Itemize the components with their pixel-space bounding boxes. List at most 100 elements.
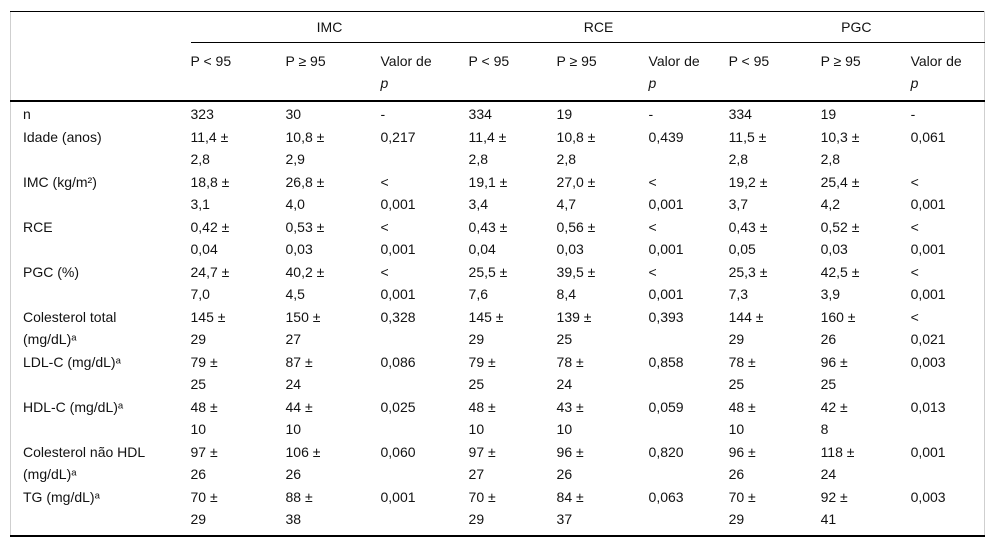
cell: < 0,001: [380, 174, 416, 212]
table-header: IMC RCE PGC P < 95 P ≥ 95 Valor de p P < …: [10, 11, 985, 102]
cell: 0,063: [648, 489, 684, 505]
cell: 0,003: [910, 489, 946, 505]
cell: 0,003: [910, 354, 946, 370]
cell: < 0,021: [910, 309, 946, 347]
row-label: n: [23, 106, 31, 122]
stats-table: IMC RCE PGC P < 95 P ≥ 95 Valor de p P < …: [10, 11, 986, 537]
cell: 25,3 ± 7,3: [728, 264, 768, 302]
cell: < 0,001: [648, 174, 684, 212]
corner-cell: [10, 11, 191, 102]
cell: 96 ± 26: [728, 444, 756, 482]
cell: 323: [190, 106, 214, 122]
cell: < 0,001: [648, 219, 684, 257]
cell: 0,060: [380, 444, 416, 460]
cell: 0,439: [648, 129, 684, 145]
subheader-p-value-line2: p: [910, 75, 919, 91]
subheader-p-value: Valor de p: [380, 42, 469, 102]
cell: 0,013: [910, 399, 946, 415]
cell: 25,5 ± 7,6: [468, 264, 508, 302]
cell: < 0,001: [648, 264, 684, 302]
subheader-p-ge-95: P ≥ 95: [556, 42, 649, 102]
cell: 0,820: [648, 444, 684, 460]
subheader-p-ge-95: P ≥ 95: [820, 42, 911, 102]
cell: 0,43 ± 0,05: [728, 219, 768, 257]
cell: 70 ± 29: [190, 489, 218, 527]
group-header-row: IMC RCE PGC: [10, 11, 985, 102]
cell: 10,8 ± 2,8: [556, 129, 596, 167]
cell: 11,5 ± 2,8: [728, 129, 767, 167]
cell: 0,52 ± 0,03: [820, 219, 860, 257]
table-row: HDL-C (mg/dL)ᵃ 48 ± 10 44 ± 10 0,025 48 ± 10…: [11, 395, 985, 440]
subheader-p-value: Valor de p: [910, 42, 985, 102]
table-row: IMC (kg/m²) 18,8 ± 3,1 26,8 ± 4,0 < 0,001 19…: [11, 170, 985, 215]
cell: 87 ± 24: [285, 354, 313, 392]
cell: 0,53 ± 0,03: [285, 219, 325, 257]
row-label: PGC (%): [23, 264, 79, 280]
table-body: n 323 30 - 334 19 - 334 19 - Idade (anos) 11,4 ± 2,…: [11, 101, 985, 536]
cell: < 0,001: [910, 219, 946, 257]
cell: 43 ± 10: [556, 399, 584, 437]
cell: 144 ± 29: [728, 309, 764, 347]
cell: -: [380, 106, 386, 122]
cell: 0,086: [380, 354, 416, 370]
cell: 25,4 ± 4,2: [820, 174, 860, 212]
subheader-p-value-line1: Valor de: [648, 53, 700, 69]
group-header-imc: IMC: [190, 11, 469, 43]
cell: 0,328: [380, 309, 416, 325]
group-header-pgc: PGC: [728, 11, 985, 43]
row-label: RCE: [23, 219, 53, 235]
row-label: Idade (anos): [23, 129, 102, 145]
cell: 79 ± 25: [190, 354, 218, 392]
subheader-p-value-line1: Valor de: [910, 53, 962, 69]
row-label: Colesterol não HDL (mg/dL)ᵃ: [23, 444, 146, 482]
cell: 0,061: [910, 129, 946, 145]
group-header-rce: RCE: [468, 11, 729, 43]
table-row: Colesterol total (mg/dL)ᵃ 145 ± 29 150 ± 2…: [11, 305, 985, 350]
subheader-p-value-line2: p: [648, 75, 657, 91]
cell: 70 ± 29: [728, 489, 756, 527]
cell: 92 ± 41: [820, 489, 848, 527]
cell: 24,7 ± 7,0: [190, 264, 230, 302]
cell: 0,001: [380, 489, 416, 505]
table-row: Colesterol não HDL (mg/dL)ᵃ 97 ± 26 106 ± …: [11, 440, 985, 485]
subheader-p-lt-95: P < 95: [190, 42, 286, 102]
cell: 118 ± 24: [820, 444, 855, 482]
cell: 97 ± 26: [190, 444, 218, 482]
cell: < 0,001: [380, 264, 416, 302]
cell: < 0,001: [910, 174, 946, 212]
subheader-p-ge-95: P ≥ 95: [285, 42, 381, 102]
cell: < 0,001: [380, 219, 416, 257]
cell: 30: [285, 106, 302, 122]
subheader-p-value: Valor de p: [648, 42, 729, 102]
cell: 42 ± 8: [820, 399, 848, 437]
table-row: Idade (anos) 11,4 ± 2,8 10,8 ± 2,9 0,217 11,…: [11, 125, 985, 170]
cell: 0,56 ± 0,03: [556, 219, 596, 257]
cell: 106 ± 26: [285, 444, 321, 482]
cell: 0,217: [380, 129, 416, 145]
cell: 0,059: [648, 399, 684, 415]
table-row: TG (mg/dL)ᵃ 70 ± 29 88 ± 38 0,001 70 ± 29 84 …: [11, 485, 985, 536]
cell: 48 ± 10: [190, 399, 218, 437]
cell: 78 ± 24: [556, 354, 584, 392]
cell: 0,025: [380, 399, 416, 415]
row-label: Colesterol total (mg/dL)ᵃ: [23, 309, 117, 347]
cell: 42,5 ± 3,9: [820, 264, 860, 302]
cell: 0,001: [910, 444, 946, 460]
row-label: IMC (kg/m²): [23, 174, 97, 190]
cell: -: [910, 106, 916, 122]
cell: 0,42 ± 0,04: [190, 219, 230, 257]
cell: 150 ± 27: [285, 309, 321, 347]
cell: 0,43 ± 0,04: [468, 219, 508, 257]
table-row: RCE 0,42 ± 0,04 0,53 ± 0,03 < 0,001 0,43 ± 0…: [11, 215, 985, 260]
cell: 48 ± 10: [728, 399, 756, 437]
cell: 88 ± 38: [285, 489, 313, 527]
cell: 19,2 ± 3,7: [728, 174, 768, 212]
cell: 18,8 ± 3,1: [190, 174, 230, 212]
subheader-row: P < 95 P ≥ 95 Valor de p P < 95 P ≥ 95 Va…: [11, 42, 985, 102]
cell: 44 ± 10: [285, 399, 313, 437]
cell: 39,5 ± 8,4: [556, 264, 596, 302]
subheader-p-lt-95: P < 95: [728, 42, 821, 102]
cell: 27,0 ± 4,7: [556, 174, 596, 212]
cell: -: [648, 106, 654, 122]
cell: 79 ± 25: [468, 354, 496, 392]
